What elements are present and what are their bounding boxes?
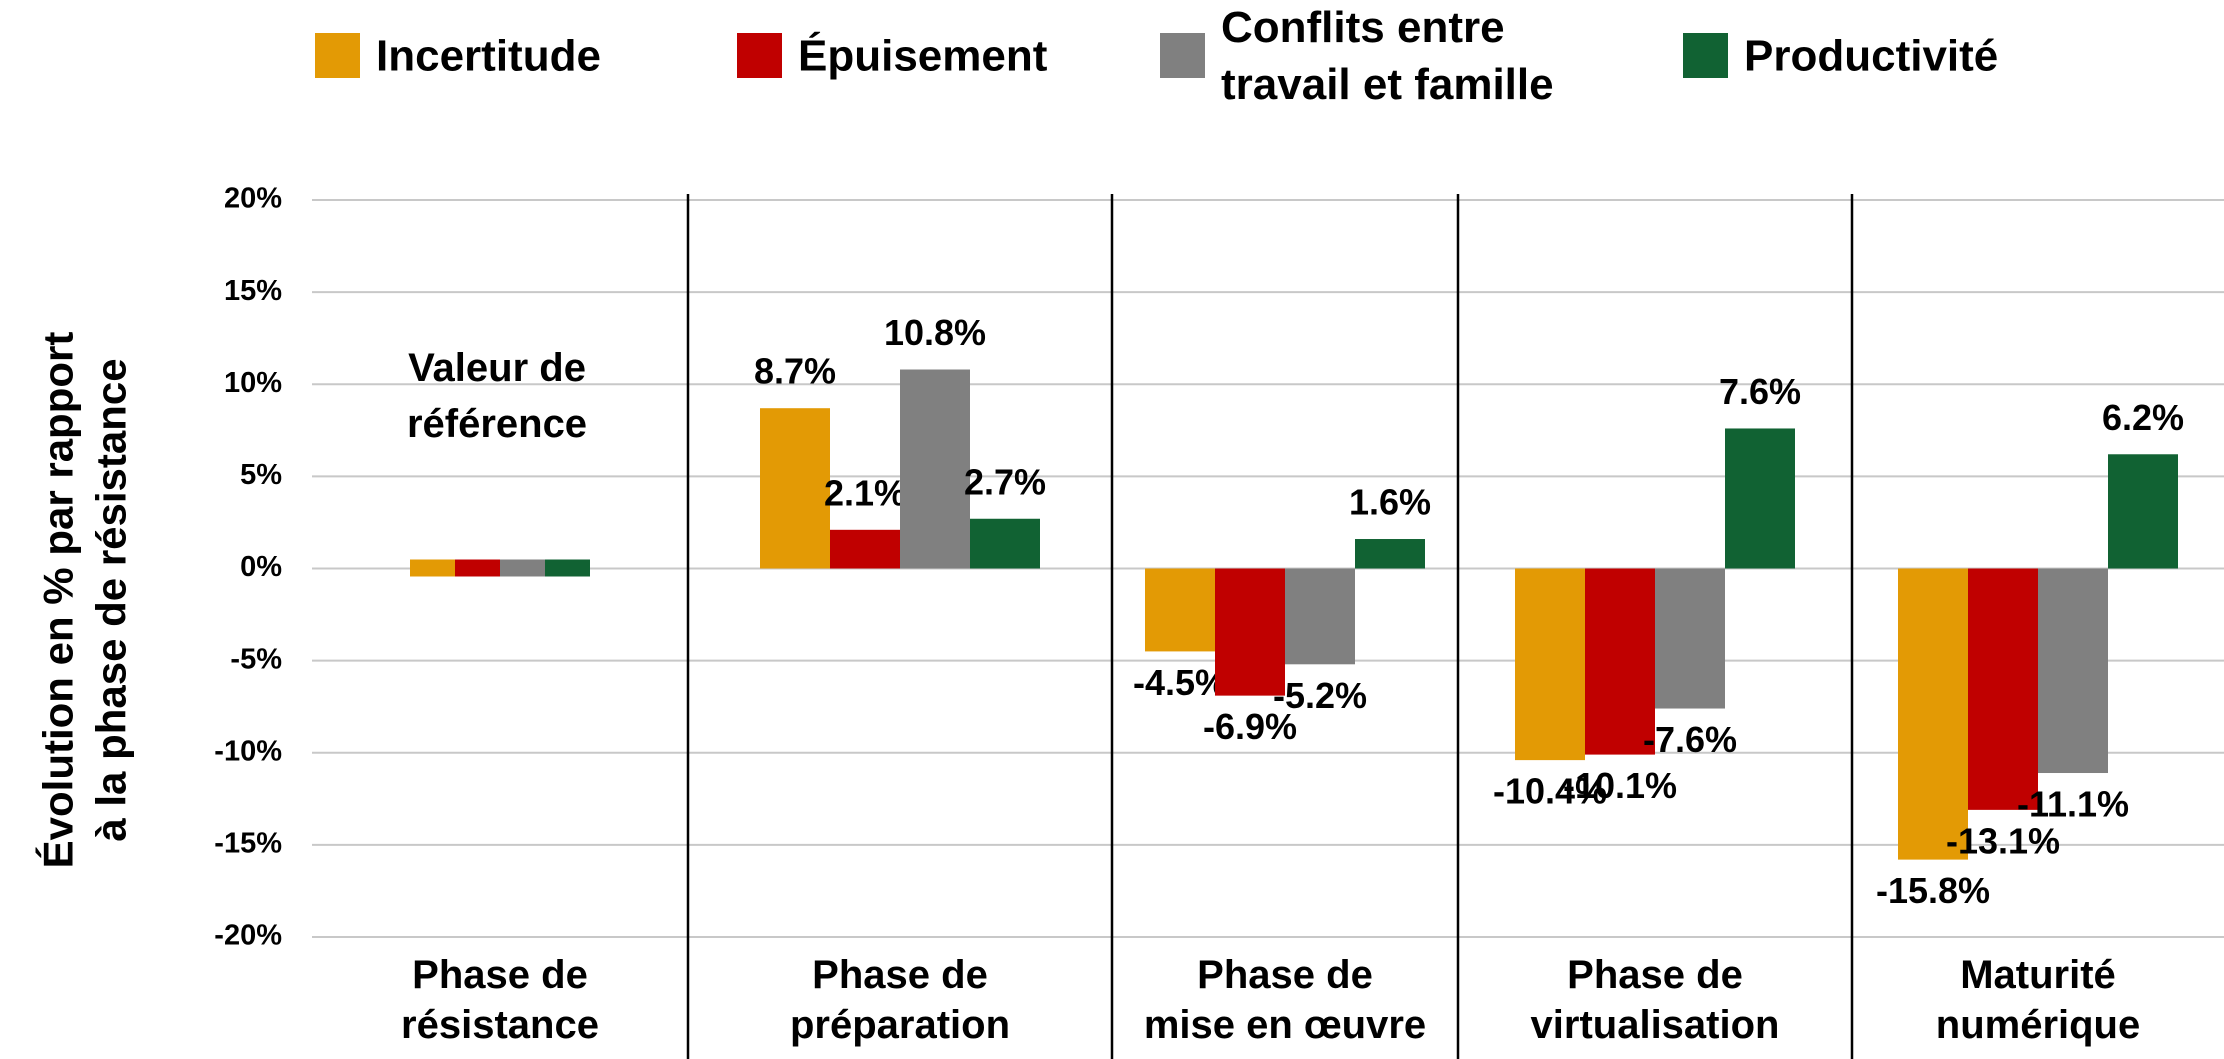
bar xyxy=(1898,568,1968,860)
legend-swatch xyxy=(1160,33,1205,78)
bar xyxy=(545,559,590,577)
data-label: -6.9% xyxy=(1203,706,1297,747)
bar xyxy=(1585,568,1655,755)
legend-swatch xyxy=(315,33,360,78)
bar xyxy=(830,529,900,569)
y-tick-label: -15% xyxy=(214,828,282,860)
data-label: -10.1% xyxy=(1563,765,1677,806)
x-tick-label: Phase de virtualisation xyxy=(1530,953,1780,1047)
y-tick-label: 15% xyxy=(224,275,282,307)
bar xyxy=(1655,568,1725,709)
bar xyxy=(500,559,545,577)
legend-label: Productivité xyxy=(1744,31,1999,81)
annotation: Valeur de référence xyxy=(406,346,588,446)
data-label: 6.2% xyxy=(2102,397,2184,438)
bar xyxy=(1145,568,1215,652)
bar xyxy=(1215,568,1285,696)
bar xyxy=(900,369,970,569)
data-label: -15.8% xyxy=(1876,870,1990,911)
data-label: -13.1% xyxy=(1946,820,2060,861)
x-tick-label: Phase de préparation xyxy=(789,953,1011,1047)
data-label: 1.6% xyxy=(1349,482,1431,523)
bar xyxy=(455,559,500,577)
x-tick-label: Phase de résistance xyxy=(401,953,599,1047)
legend-swatch xyxy=(737,33,782,78)
bar xyxy=(1515,568,1585,761)
bar xyxy=(1355,539,1425,569)
legend-swatch xyxy=(1683,33,1728,78)
bar xyxy=(1968,568,2038,810)
y-tick-label: 0% xyxy=(240,551,282,583)
legend-label: Incertitude xyxy=(376,31,601,81)
y-tick-label: 5% xyxy=(240,459,282,491)
bar xyxy=(970,518,1040,569)
y-tick-label: -5% xyxy=(230,643,282,675)
y-tick-label: -20% xyxy=(214,920,282,952)
data-label: 7.6% xyxy=(1719,371,1801,412)
bar xyxy=(1725,428,1795,569)
legend-label: Conflits entre travail et famille xyxy=(1221,2,1554,109)
data-label: 2.7% xyxy=(964,461,1046,502)
bar xyxy=(2108,454,2178,569)
data-label: -7.6% xyxy=(1643,719,1737,760)
bar xyxy=(2038,568,2108,774)
data-label: 2.1% xyxy=(824,472,906,513)
y-tick-label: 20% xyxy=(224,183,282,215)
y-tick-label: 10% xyxy=(224,367,282,399)
y-axis-title: Évolution en % par rapport à la phase de… xyxy=(34,331,135,869)
x-tick-label: Maturité numérique xyxy=(1935,953,2141,1047)
data-label: -5.2% xyxy=(1273,675,1367,716)
data-label: 8.7% xyxy=(754,351,836,392)
bar xyxy=(1285,568,1355,665)
legend-label: Épuisement xyxy=(798,31,1048,81)
data-label: -11.1% xyxy=(2017,784,2129,825)
y-tick-label: -10% xyxy=(214,735,282,767)
bar xyxy=(410,559,455,577)
data-label: 10.8% xyxy=(884,312,986,353)
x-tick-label: Phase de mise en œuvre xyxy=(1143,953,1427,1047)
data-label: -10.4% xyxy=(1493,771,1607,812)
data-label: -4.5% xyxy=(1133,662,1227,703)
bar xyxy=(760,408,830,569)
